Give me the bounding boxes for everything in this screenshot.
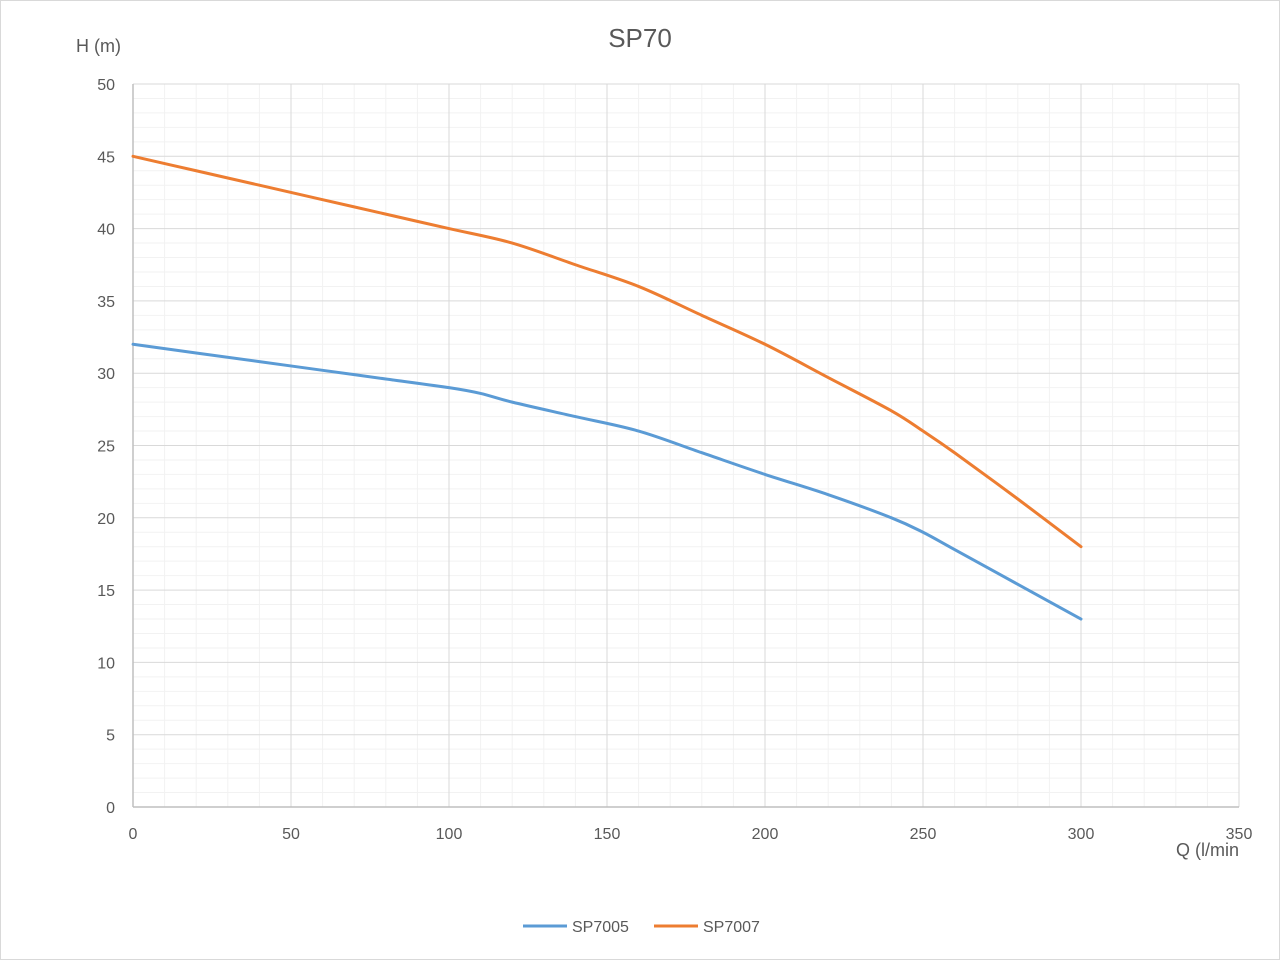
y-axis-title: H (m) [76, 36, 121, 56]
y-tick-label: 0 [106, 800, 115, 817]
y-tick-label: 30 [97, 366, 115, 383]
legend-label-sp7007: SP7007 [703, 919, 760, 936]
x-tick-label: 0 [129, 826, 138, 843]
major-gridlines [133, 83, 1240, 807]
y-tick-label: 20 [97, 511, 115, 528]
x-tick-label: 200 [752, 826, 779, 843]
y-tick-label: 25 [97, 439, 115, 456]
y-tick-label: 40 [97, 222, 115, 239]
x-tick-label: 100 [436, 826, 463, 843]
x-tick-label: 50 [282, 826, 300, 843]
y-tick-label: 50 [97, 77, 115, 94]
axes [132, 84, 1239, 808]
x-tick-label: 300 [1068, 826, 1095, 843]
x-axis-title: Q (l/min [1176, 840, 1239, 860]
y-tick-labels: 0 5 10 15 20 25 30 35 40 45 50 [97, 77, 115, 817]
series-line-sp7007 [131, 154, 1083, 549]
y-tick-label: 35 [97, 294, 115, 311]
chart-title: SP70 [608, 23, 672, 53]
x-tick-labels: 0 50 100 150 200 250 300 350 [129, 826, 1253, 843]
y-tick-label: 5 [106, 728, 115, 745]
y-tick-label: 10 [97, 655, 115, 672]
legend: SP7005 SP7007 [523, 919, 760, 936]
x-tick-label: 350 [1226, 826, 1253, 843]
y-tick-label: 45 [97, 149, 115, 166]
y-tick-label: 15 [97, 583, 115, 600]
legend-label-sp7005: SP7005 [572, 919, 629, 936]
x-tick-label: 150 [594, 826, 621, 843]
series-lines [131, 154, 1083, 621]
series-line-sp7005 [131, 342, 1083, 621]
x-tick-label: 250 [910, 826, 937, 843]
